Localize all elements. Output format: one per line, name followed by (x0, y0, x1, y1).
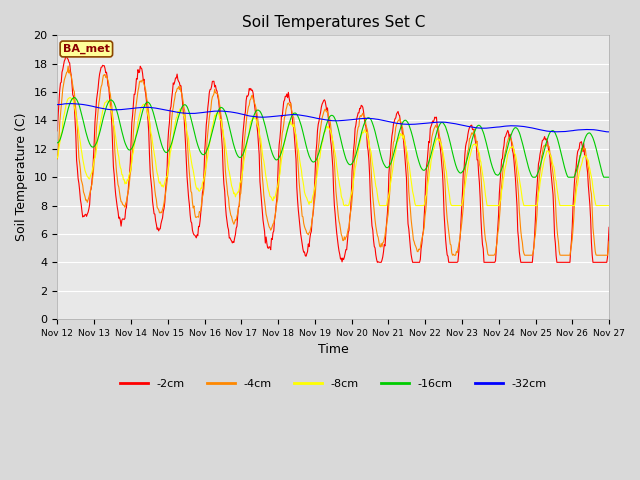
Y-axis label: Soil Temperature (C): Soil Temperature (C) (15, 113, 28, 241)
Title: Soil Temperatures Set C: Soil Temperatures Set C (241, 15, 425, 30)
Text: BA_met: BA_met (63, 44, 110, 54)
Legend: -2cm, -4cm, -8cm, -16cm, -32cm: -2cm, -4cm, -8cm, -16cm, -32cm (115, 374, 551, 393)
X-axis label: Time: Time (318, 343, 349, 356)
